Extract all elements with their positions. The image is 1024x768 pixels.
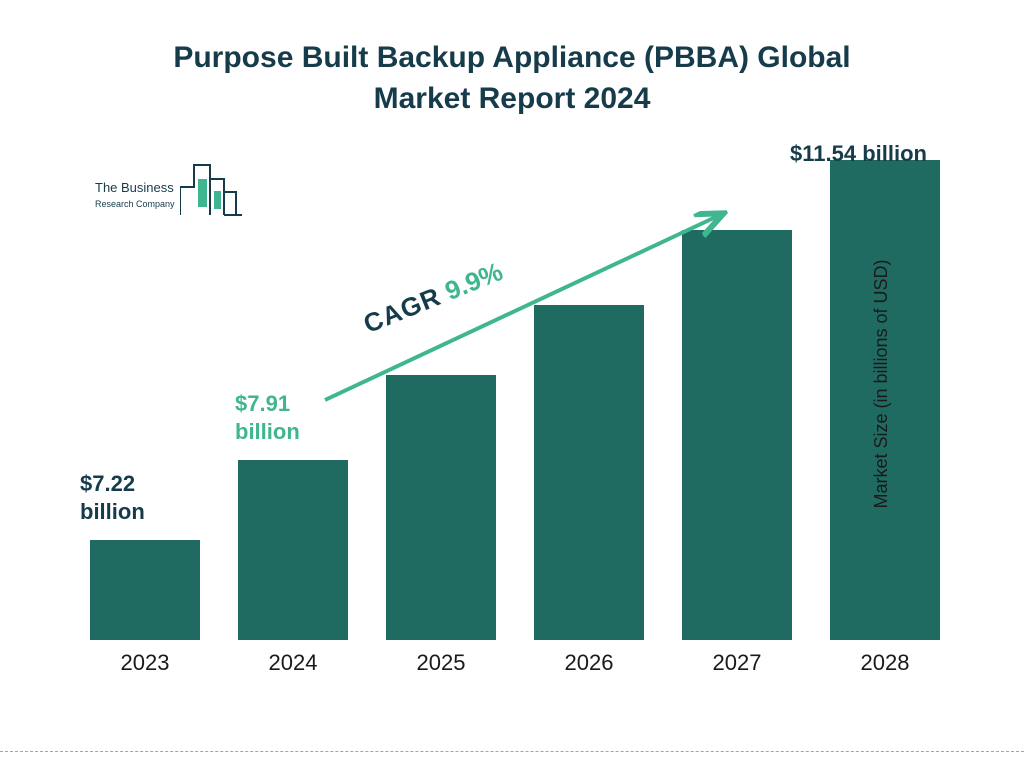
xlabel-2024: 2024 bbox=[269, 650, 318, 676]
bar-2027 bbox=[682, 230, 792, 640]
xlabel-2023: 2023 bbox=[121, 650, 170, 676]
chart-title: Purpose Built Backup Appliance (PBBA) Gl… bbox=[0, 38, 1024, 119]
bar-group bbox=[70, 140, 938, 640]
bottom-divider bbox=[0, 751, 1024, 752]
bar-2026 bbox=[534, 305, 644, 640]
xlabel-2026: 2026 bbox=[565, 650, 614, 676]
bar-2024 bbox=[238, 460, 348, 640]
y-axis-label: Market Size (in billions of USD) bbox=[871, 259, 892, 508]
bar-2025 bbox=[386, 375, 496, 640]
xlabel-2025: 2025 bbox=[417, 650, 466, 676]
chart-area: 2023 2024 2025 2026 2027 2028 bbox=[70, 140, 938, 680]
value-label-0: $7.22billion bbox=[80, 470, 145, 525]
value-label-2: $11.54 billion bbox=[790, 140, 927, 168]
title-line1: Purpose Built Backup Appliance (PBBA) Gl… bbox=[173, 41, 850, 74]
bar-2023 bbox=[90, 540, 200, 640]
title-line2: Market Report 2024 bbox=[374, 82, 651, 115]
value-label-1: $7.91billion bbox=[235, 390, 300, 445]
xlabel-2027: 2027 bbox=[713, 650, 762, 676]
xlabel-2028: 2028 bbox=[861, 650, 910, 676]
